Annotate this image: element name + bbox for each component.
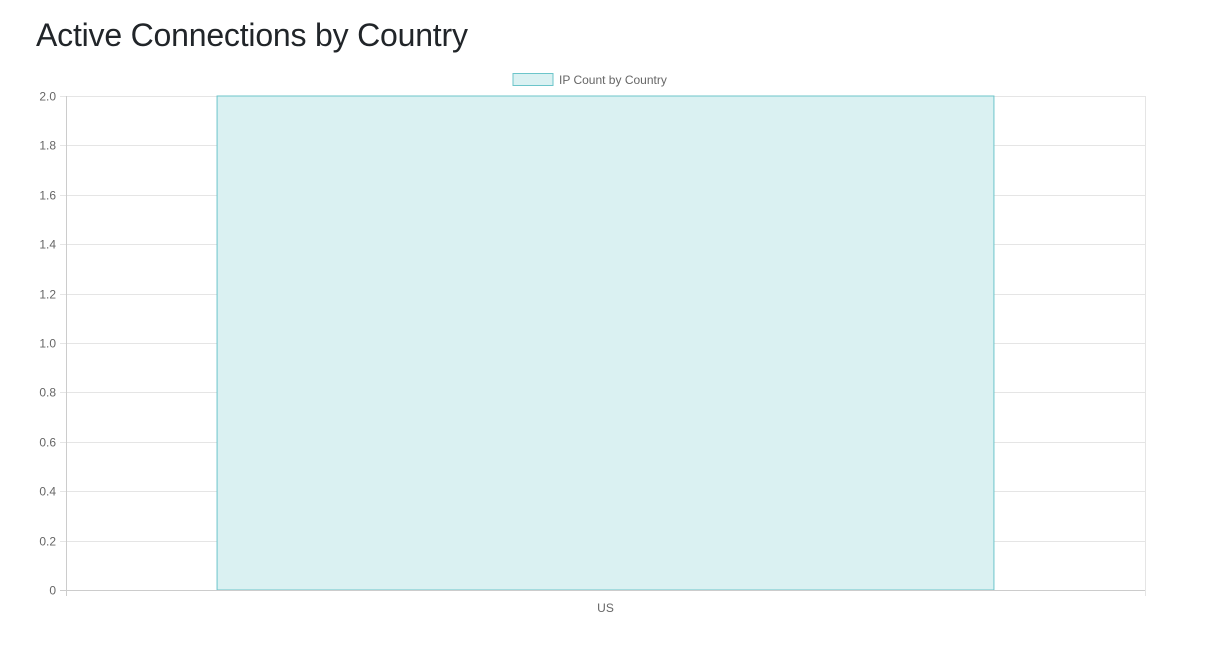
y-tick-label: 0 [49, 584, 56, 598]
y-tick-label: 2.0 [39, 90, 56, 104]
chart-axes [60, 96, 1146, 596]
y-tick-label: 1.6 [39, 189, 56, 203]
chart-legend[interactable]: IP Count by Country [512, 73, 667, 87]
bar-us[interactable] [216, 95, 995, 591]
y-tick-label: 1.4 [39, 238, 56, 252]
legend-swatch[interactable] [512, 73, 554, 86]
x-axis-ticks: US [597, 601, 614, 615]
y-tick-label: 1.8 [39, 139, 56, 153]
y-tick-label: 0.8 [39, 386, 56, 400]
y-tick-label: 0.6 [39, 436, 56, 450]
page-title: Active Connections by Country [36, 17, 468, 53]
y-tick-label: 0.2 [39, 535, 56, 549]
y-tick-label: 0.4 [39, 485, 56, 499]
y-tick-label: 1.2 [39, 288, 56, 302]
legend-label[interactable]: IP Count by Country [559, 73, 667, 87]
chart-bars [216, 95, 995, 591]
y-tick-label: 1.0 [39, 337, 56, 351]
x-tick-label: US [597, 601, 614, 615]
y-axis-ticks: 0 0.2 0.4 0.6 0.8 1.0 1.2 1.4 1.6 1.8 2.0 [39, 90, 56, 598]
